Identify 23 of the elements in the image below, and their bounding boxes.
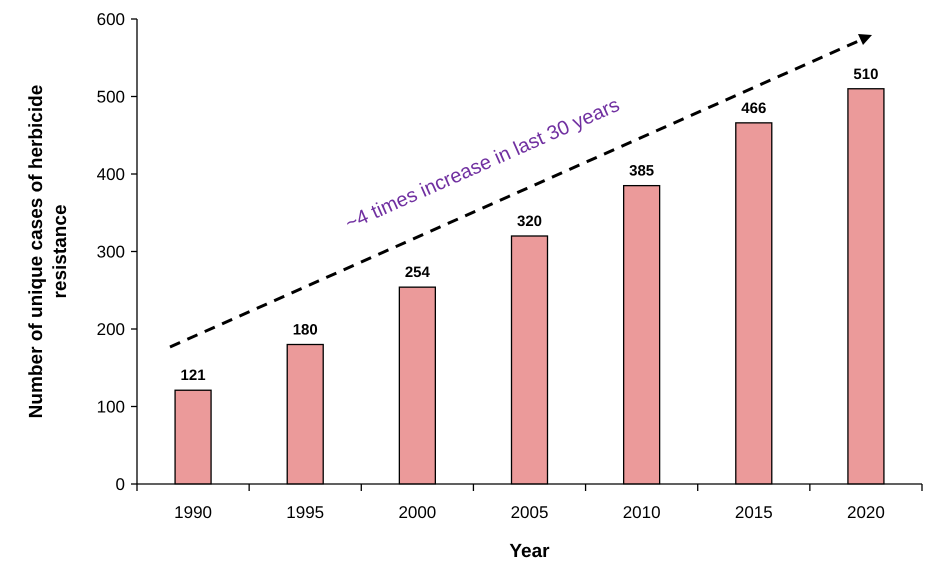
y-tick-label: 400 [96, 164, 125, 184]
y-tick-label: 0 [116, 474, 125, 494]
data-label: 180 [292, 322, 318, 338]
x-tick-label: 2000 [398, 503, 436, 522]
y-tick-label: 600 [96, 10, 125, 29]
y-tick-label: 100 [96, 397, 125, 416]
data-label: 385 [629, 162, 654, 180]
data-label: 254 [404, 264, 431, 282]
x-tick-label: 1990 [174, 503, 212, 522]
data-label: 510 [853, 66, 878, 83]
data-label: 466 [741, 100, 766, 117]
x-axis-title: Year [509, 541, 550, 562]
x-tick-label: 2015 [734, 503, 773, 522]
y-axis-title: Number of unique cases of herbicide resistance [26, 84, 71, 418]
x-tick-label: 2010 [622, 503, 661, 522]
y-tick-label: 200 [96, 320, 125, 339]
x-tick-label: 1995 [286, 503, 324, 522]
x-tick-label: 2005 [510, 503, 548, 522]
data-label: 320 [516, 213, 542, 230]
data-label: 121 [180, 367, 206, 384]
y-tick-label: 500 [96, 87, 125, 106]
y-tick-label: 300 [96, 242, 125, 262]
x-tick-label: 2020 [847, 503, 885, 522]
